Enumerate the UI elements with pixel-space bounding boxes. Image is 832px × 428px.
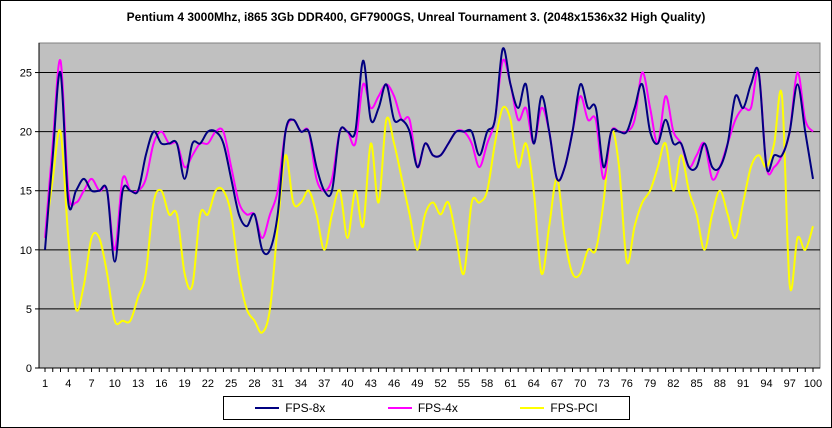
- x-tick-label: 52: [435, 378, 447, 390]
- x-tick-label: 16: [155, 378, 167, 390]
- x-tick-label: 76: [621, 378, 633, 390]
- legend: FPS-8x FPS-4x FPS-PCI: [223, 396, 630, 420]
- y-tick-label: 25: [20, 68, 32, 80]
- series-line-fps-8x: [44, 47, 814, 263]
- x-tick-label: 73: [597, 378, 609, 390]
- x-tick-label: 25: [225, 378, 237, 390]
- x-tick-label: 79: [644, 378, 656, 390]
- x-tick-label: 67: [551, 378, 563, 390]
- series-lines: [44, 47, 814, 334]
- y-tick-label: 15: [20, 186, 32, 198]
- x-tick-label: 61: [504, 378, 516, 390]
- x-tick-label: 4: [65, 378, 71, 390]
- x-tick-label: 55: [458, 378, 470, 390]
- x-tick-label: 43: [365, 378, 377, 390]
- legend-item-fps-pci: FPS-PCI: [520, 401, 598, 415]
- legend-label-fps-pci: FPS-PCI: [550, 401, 598, 415]
- x-tick-label: 34: [295, 378, 307, 390]
- x-tick-label: 31: [272, 378, 284, 390]
- legend-item-fps-4x: FPS-4x: [387, 401, 458, 415]
- x-tick-label: 91: [737, 378, 749, 390]
- legend-swatch-fps-8x: [255, 407, 280, 409]
- x-tick-label: 46: [388, 378, 400, 390]
- x-tick-label: 85: [691, 378, 703, 390]
- x-axis: 1 4 7 10 13 16 19 22 25 28 31 34 37 40 43 46 49 52 55 58 61 6…: [39, 367, 822, 390]
- x-tick-label: 70: [574, 378, 586, 390]
- y-tick-label: 0: [26, 363, 32, 375]
- chart-title: Pentium 4 3000Mhz, i865 3Gb DDR400, GF79…: [126, 10, 706, 24]
- series-line-fps-pci: [44, 89, 814, 334]
- legend-swatch-fps-pci: [520, 407, 545, 409]
- y-tick-label: 5: [26, 304, 32, 316]
- x-tick-label: 13: [132, 378, 144, 390]
- x-tick-label: 10: [109, 378, 121, 390]
- x-tick-label: 58: [481, 378, 493, 390]
- legend-swatch-fps-4x: [387, 407, 412, 409]
- x-tick-label: 19: [179, 378, 191, 390]
- x-tick-label: 22: [202, 378, 214, 390]
- x-tick-label: 97: [784, 378, 796, 390]
- x-tick-label: 28: [248, 378, 260, 390]
- legend-label-fps-4x: FPS-4x: [417, 401, 458, 415]
- y-tick-label: 10: [20, 245, 32, 257]
- x-tick-label: 1: [42, 378, 48, 390]
- x-tick-label: 7: [88, 378, 94, 390]
- legend-label-fps-8x: FPS-8x: [285, 401, 326, 415]
- x-tick-label: 88: [714, 378, 726, 390]
- x-tick-label: 94: [760, 378, 772, 390]
- x-tick-label: 82: [667, 378, 679, 390]
- x-tick-label: 49: [411, 378, 423, 390]
- y-tick-label: 20: [20, 127, 32, 139]
- x-tick-label: 100: [804, 378, 822, 390]
- x-tick-label: 40: [341, 378, 353, 390]
- x-tick-label: 64: [528, 378, 540, 390]
- x-tick-label: 37: [318, 378, 330, 390]
- y-axis: 0 5 10 15 20 25: [20, 43, 40, 375]
- legend-item-fps-8x: FPS-8x: [255, 401, 325, 415]
